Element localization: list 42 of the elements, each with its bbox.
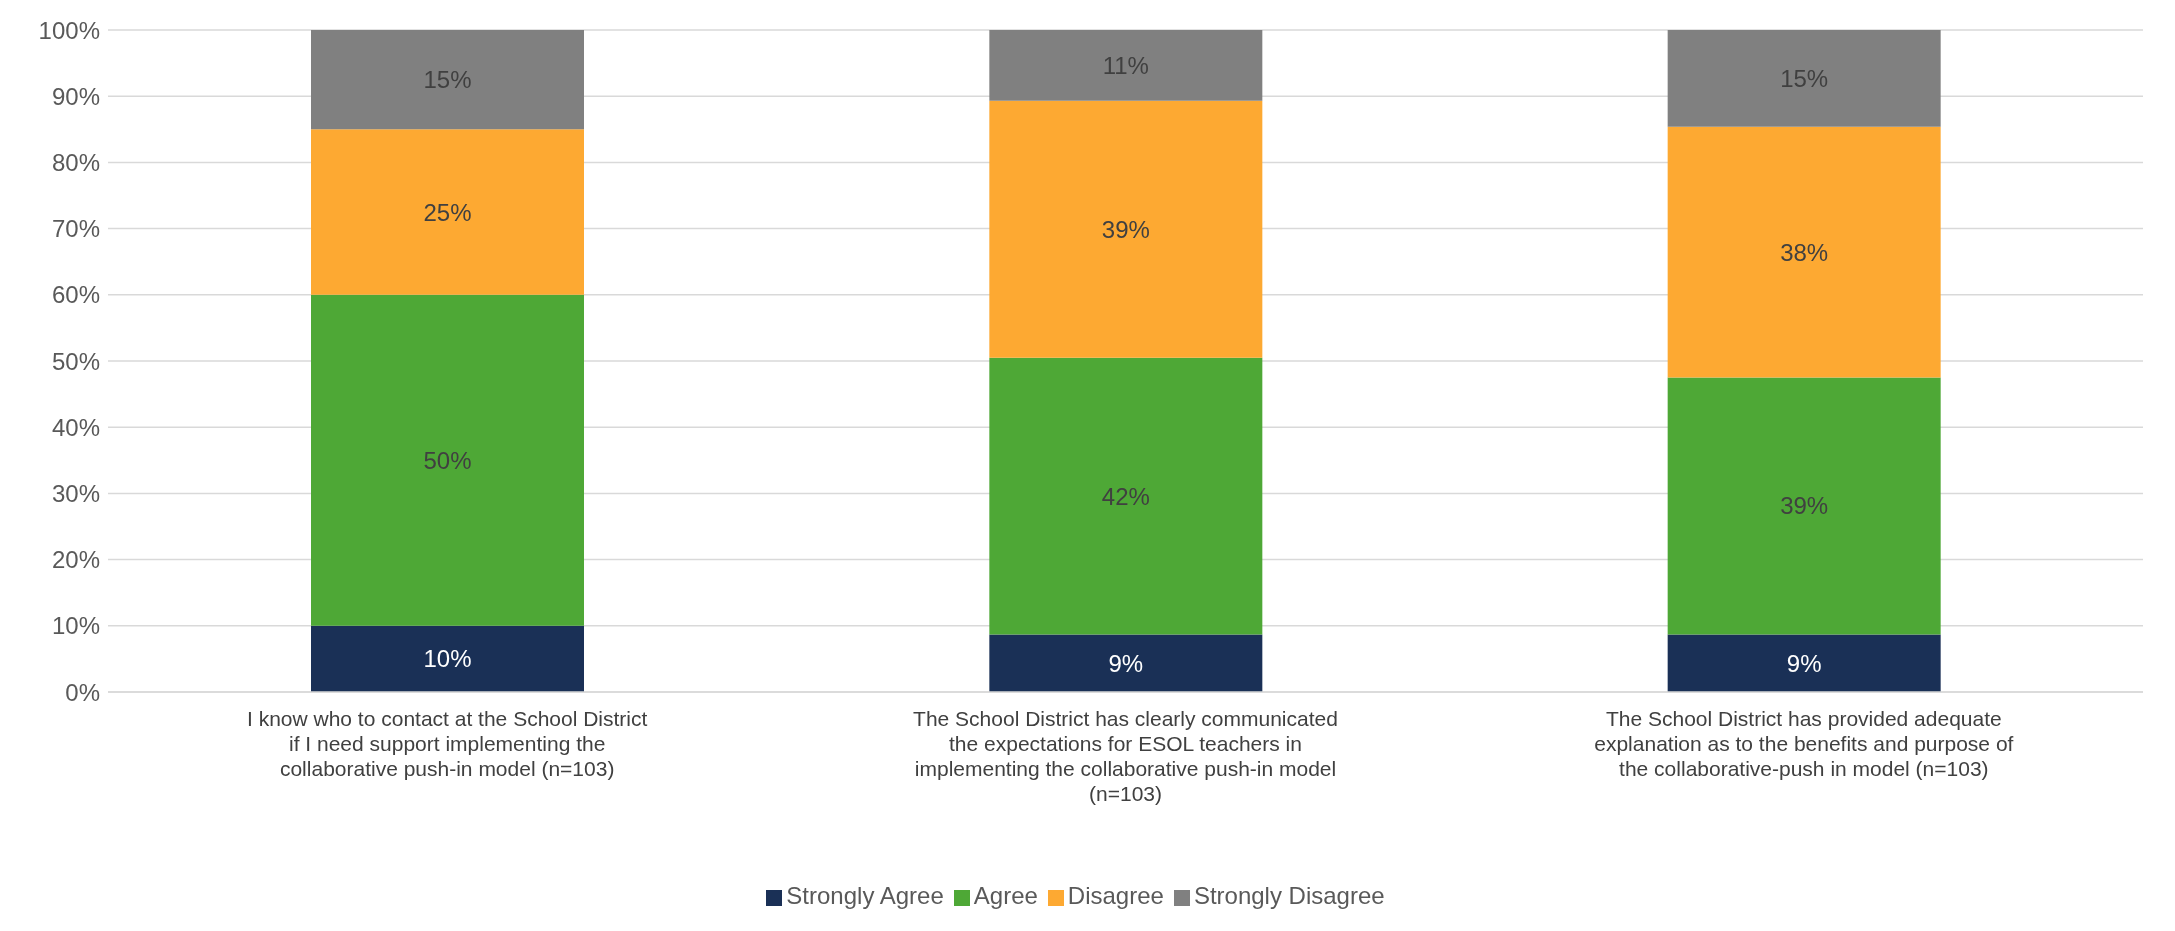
bar [1667,30,1941,127]
bar [1667,377,1941,635]
y-tick-label: 70% [51,215,100,243]
y-tick-label: 20% [51,546,100,574]
x-tick-label: The School District has provided adequate explanation as to the benefits and purpose of the collaborative-push in model (n=103) [1594,707,2014,780]
y-tick-label: 90% [51,82,100,110]
y-tick-label: 0% [65,678,100,706]
data-label: 38% [1780,238,1829,266]
bar [311,129,584,295]
y-tick-label: 100% [38,16,100,44]
y-tick-label: 10% [51,612,100,640]
data-label: 15% [423,66,472,94]
y-tick-label: 40% [51,413,100,441]
y-tick-label: 50% [51,347,100,375]
bar [989,357,1263,635]
x-tick-label: I know who to contact at the School District if I need support implementing the collaborative push-in model (n=103) [246,707,648,780]
data-label: 39% [1101,215,1150,243]
y-tick-label: 60% [51,281,100,309]
data-label: 15% [1780,64,1829,92]
legend-label: Strongly Disagree [1193,882,1385,909]
data-label: 42% [1101,482,1150,510]
bar [1667,126,1941,378]
x-tick-label: The School District has clearly communicated the expectations for ESOL teachers in implementing the collaborative push-in model (n=103) [913,707,1338,805]
bar [989,30,1263,101]
legend-label: Agree [973,882,1038,909]
legend-label: Disagree [1067,882,1164,909]
bar [311,294,584,626]
data-label: 9% [1108,649,1144,677]
y-tick-label: 80% [51,148,100,176]
bar [1667,634,1941,692]
data-label: 10% [423,645,472,673]
data-label: 39% [1780,492,1829,520]
bar [989,634,1263,692]
y-tick-label: 30% [51,479,100,507]
data-label: 11% [1102,51,1149,79]
legend-label: Strongly Agree [786,882,944,909]
data-label: 50% [423,446,472,474]
bar [989,100,1263,358]
bar [311,30,584,130]
data-label: 9% [1786,649,1822,677]
data-label: 25% [423,198,472,226]
bar [311,625,584,692]
